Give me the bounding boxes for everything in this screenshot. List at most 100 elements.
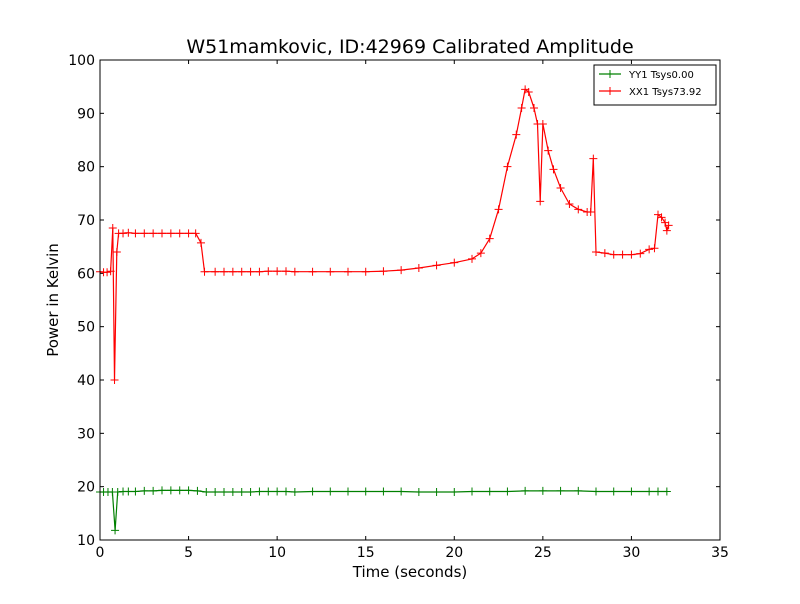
x-tick-label: 10 xyxy=(268,545,286,561)
data-point-marker xyxy=(326,267,335,276)
data-point-marker xyxy=(273,267,282,276)
legend-label: YY1 Tsys0.00 xyxy=(628,70,694,81)
data-point-marker xyxy=(175,486,184,495)
data-point-marker xyxy=(556,486,565,495)
data-point-marker xyxy=(627,487,636,496)
data-point-marker xyxy=(662,487,671,496)
data-point-marker xyxy=(106,267,115,276)
data-point-marker xyxy=(485,234,494,243)
y-tick-label: 70 xyxy=(77,213,95,229)
data-point-marker xyxy=(636,249,645,258)
y-tick-label: 30 xyxy=(77,426,95,442)
data-point-marker xyxy=(166,229,175,238)
legend-box xyxy=(593,64,717,106)
data-point-marker xyxy=(664,221,673,230)
data-point-marker xyxy=(530,104,538,112)
data-point-marker xyxy=(592,487,600,496)
data-point-marker xyxy=(220,267,228,276)
series-layer xyxy=(96,85,673,535)
data-point-marker xyxy=(282,267,290,276)
data-point-marker xyxy=(512,130,521,139)
data-point-marker xyxy=(574,205,583,214)
y-tick-label: 80 xyxy=(77,160,95,176)
y-tick-label: 50 xyxy=(77,320,95,336)
y-axis-label: Power in Kelvin xyxy=(44,243,62,357)
data-point-marker xyxy=(124,487,133,496)
data-point-marker xyxy=(397,487,406,496)
data-point-marker xyxy=(517,104,526,112)
data-point-marker xyxy=(193,486,202,495)
data-point-marker xyxy=(158,486,166,495)
data-point-marker xyxy=(211,267,220,276)
data-point-marker xyxy=(450,488,459,496)
data-point-marker xyxy=(228,267,237,276)
data-point-marker xyxy=(468,254,476,263)
y-tick-label: 100 xyxy=(68,53,95,69)
data-point-marker xyxy=(485,487,494,496)
data-point-marker xyxy=(184,229,193,238)
data-point-marker xyxy=(211,488,220,496)
data-point-marker xyxy=(544,146,553,155)
x-tick-label: 30 xyxy=(623,545,641,561)
data-point-marker xyxy=(124,228,133,237)
data-point-marker xyxy=(113,488,122,496)
data-point-marker xyxy=(618,250,627,259)
series-1 xyxy=(96,486,671,535)
data-point-marker xyxy=(103,268,112,277)
data-point-marker xyxy=(645,487,654,496)
data-point-marker xyxy=(574,486,583,495)
y-tick-label: 60 xyxy=(77,266,95,282)
data-point-marker xyxy=(654,487,662,496)
data-point-marker xyxy=(538,486,547,495)
data-point-marker xyxy=(282,487,290,496)
series-line xyxy=(100,489,667,532)
data-point-marker xyxy=(589,154,598,163)
data-point-marker xyxy=(237,488,246,496)
data-point-marker xyxy=(645,245,654,254)
data-point-marker xyxy=(255,487,264,496)
data-point-marker xyxy=(476,249,485,258)
data-point-marker xyxy=(414,488,423,496)
data-point-marker xyxy=(255,267,264,276)
y-tick-label: 10 xyxy=(77,533,95,549)
data-point-marker xyxy=(220,488,228,496)
data-point-marker xyxy=(468,487,476,496)
data-point-marker xyxy=(609,487,618,496)
data-point-marker xyxy=(592,248,600,256)
data-point-marker xyxy=(149,486,158,495)
data-point-marker xyxy=(432,488,441,496)
data-point-marker xyxy=(650,244,659,253)
x-tick-label: 15 xyxy=(357,545,375,561)
data-point-marker xyxy=(140,486,149,495)
data-point-marker xyxy=(290,488,299,496)
y-tick-label: 90 xyxy=(77,106,95,122)
axis-ticks: 0 5 10 15 20 25 30 35 10 20 30 40 50 60 70 80 90 100 xyxy=(68,53,729,561)
data-point-marker xyxy=(308,487,317,496)
data-point-marker xyxy=(110,376,119,384)
data-point-marker xyxy=(237,267,246,276)
plot-frame xyxy=(99,59,721,541)
data-point-marker xyxy=(565,200,574,208)
data-point-marker xyxy=(112,248,121,256)
data-point-marker xyxy=(246,267,255,276)
data-point-marker xyxy=(361,487,370,496)
data-point-marker xyxy=(344,487,352,496)
data-point-marker xyxy=(108,224,117,232)
data-point-marker xyxy=(264,267,273,276)
data-point-marker xyxy=(538,120,547,128)
data-point-marker xyxy=(228,488,237,496)
legend-marker xyxy=(606,70,614,78)
data-point-marker xyxy=(246,488,255,496)
data-point-marker xyxy=(627,250,636,259)
data-point-marker xyxy=(166,486,175,495)
data-point-marker xyxy=(494,205,503,214)
series-line xyxy=(99,88,670,381)
x-tick-label: 20 xyxy=(445,545,463,561)
data-point-marker xyxy=(503,162,512,171)
data-point-marker xyxy=(521,486,530,495)
data-point-marker xyxy=(131,229,140,238)
data-point-marker xyxy=(586,208,595,216)
data-point-marker xyxy=(657,213,666,222)
y-tick-label: 20 xyxy=(77,480,95,496)
